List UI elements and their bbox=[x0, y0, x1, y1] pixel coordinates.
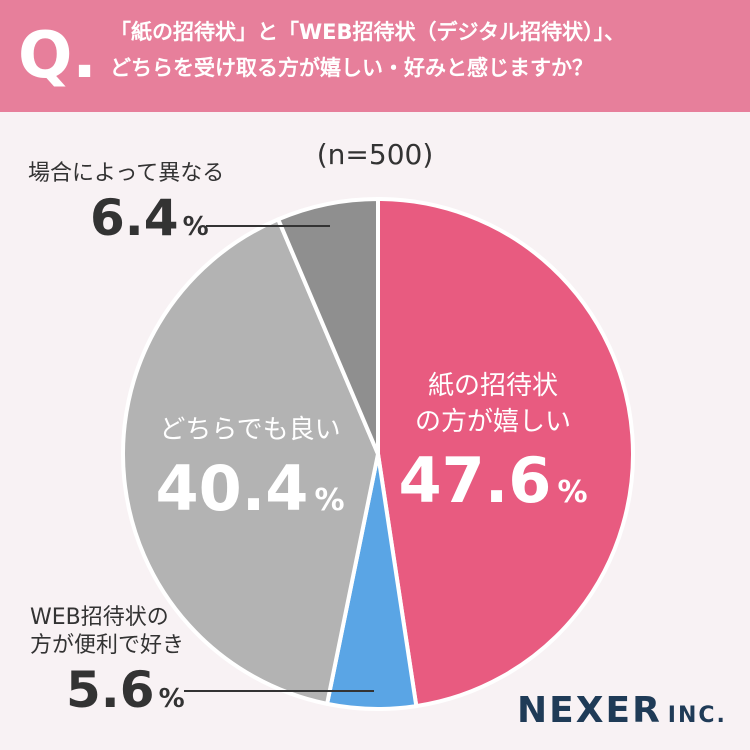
nexer-logo: NEXER INC. bbox=[517, 690, 727, 731]
question-text: 「紙の招待状」と「WEB招待状（デジタル招待状）」、 どちらを受け取る方が嬉しい… bbox=[110, 14, 740, 86]
slice-either bbox=[121, 217, 380, 706]
label-web-line-2: 方が便利で好き bbox=[30, 633, 185, 658]
unit-either: % bbox=[314, 483, 345, 518]
value-web: 5.6 bbox=[66, 661, 155, 719]
label-web-line-1: WEB招待状の bbox=[30, 605, 169, 630]
value-depends: 6.4 bbox=[90, 189, 179, 247]
question-line-1: 「紙の招待状」と「WEB招待状（デジタル招待状）」、 bbox=[110, 20, 626, 44]
nexer-logo-name: NEXER bbox=[517, 690, 662, 731]
question-line-2: どちらを受け取る方が嬉しい・好みと感じますか？ bbox=[110, 56, 593, 80]
value-paper: 47.6 bbox=[398, 444, 552, 517]
label-either: どちらでも良い 40.4% bbox=[130, 412, 370, 524]
nexer-logo-suffix: INC. bbox=[667, 703, 727, 728]
label-paper-line-2: の方が嬉しい bbox=[414, 407, 571, 437]
question-mark: Q. bbox=[18, 19, 97, 93]
unit-depends: % bbox=[182, 212, 209, 242]
slice-paper bbox=[376, 197, 635, 709]
label-depends-line-1: 場合によって異なる bbox=[28, 161, 225, 186]
unit-web: % bbox=[158, 684, 185, 714]
label-either-line-1: どちらでも良い bbox=[159, 415, 341, 445]
sample-size-label: (n=500) bbox=[316, 138, 434, 171]
label-paper: 紙の招待状 の方が嬉しい 47.6% bbox=[398, 368, 588, 516]
label-depends: 場合によって異なる 6.4% bbox=[28, 160, 224, 246]
question-banner: Q. 「紙の招待状」と「WEB招待状（デジタル招待状）」、 どちらを受け取る方が… bbox=[0, 0, 750, 112]
slice-depends bbox=[276, 197, 380, 456]
value-either: 40.4 bbox=[155, 452, 309, 525]
label-paper-line-1: 紙の招待状 bbox=[427, 371, 558, 401]
label-web: WEB招待状の 方が便利で好き 5.6% bbox=[30, 604, 185, 718]
unit-paper: % bbox=[557, 475, 588, 510]
